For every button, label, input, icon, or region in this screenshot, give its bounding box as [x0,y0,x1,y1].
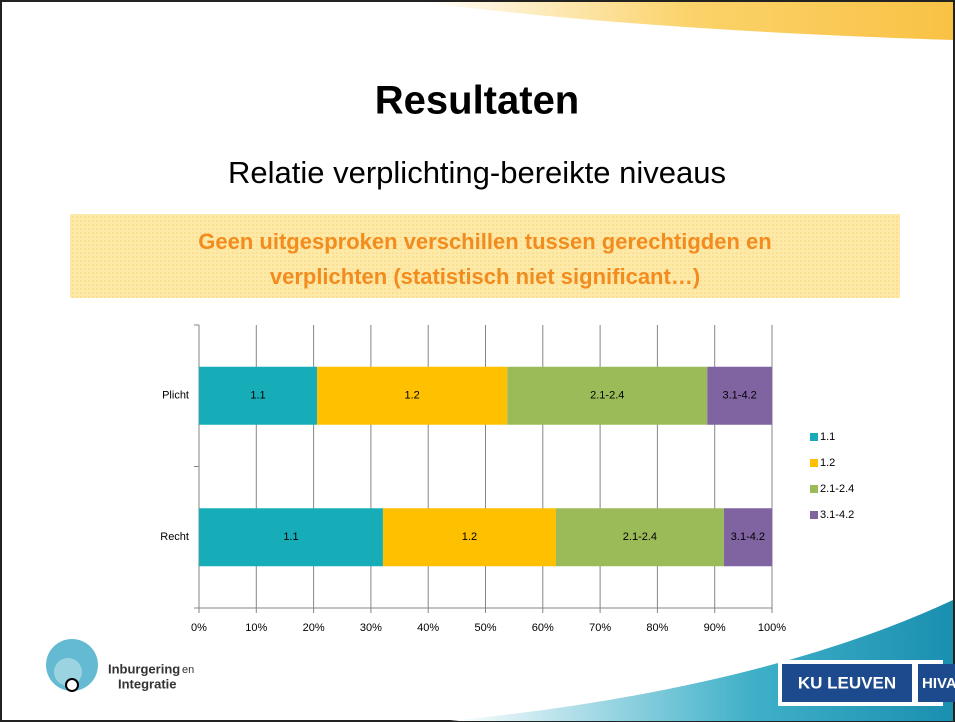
bar-segment [723,508,772,567]
logo-text: Integratie [118,676,177,691]
x-tick-label: 70% [589,622,611,634]
logo-left: Inburgering en Integratie [46,639,194,692]
legend-label: 3.1-4.2 [820,509,854,521]
callout-line: verplichten (statistisch niet significan… [270,264,700,289]
x-tick-label: 40% [417,622,439,634]
y-tick-label: Recht [160,531,189,543]
bar-segment [382,508,556,567]
top-decoration [420,2,953,40]
x-tick-label: 90% [704,622,726,634]
legend-swatch [810,459,818,467]
logo-text: KU LEUVEN [798,673,896,692]
y-tick-label: Plicht [162,390,189,402]
legend-label: 1.1 [820,431,835,443]
slide-subtitle: Relatie verplichting-bereikte niveaus [228,155,726,190]
bar-segment [707,366,772,425]
x-tick-label: 0% [191,622,207,634]
bar-label: 1.1 [283,531,298,543]
callout-box [70,214,900,298]
bar-segment [555,508,724,567]
x-tick-label: 80% [646,622,668,634]
bar-label: 2.1-2.4 [590,390,624,402]
bar-segment [199,366,318,425]
bar-label: 1.1 [250,390,265,402]
bar-segment [507,366,708,425]
logo-text: HIVA [922,675,955,692]
x-tick-label: 10% [245,622,267,634]
x-tick-label: 50% [474,622,496,634]
legend-swatch [810,511,818,519]
bar-label: 2.1-2.4 [623,531,657,543]
bar-label: 1.2 [405,390,420,402]
x-tick-label: 30% [360,622,382,634]
hiva-logo [918,664,955,702]
x-tick-label: 60% [532,622,554,634]
slide-title: Resultaten [375,79,580,123]
logo-text: Inburgering [108,661,180,676]
legend-swatch [810,485,818,493]
bar-label: 3.1-4.2 [731,531,765,543]
x-tick-label: 20% [303,622,325,634]
legend-label: 2.1-2.4 [820,483,854,495]
bar-segment [317,366,508,425]
chart: 0% 10% 20% 30% 40% 50% 60% 70% 80% 90% 100% Plicht 1… [160,324,854,634]
callout-line: Geen uitgesproken verschillen tussen ger… [198,229,771,254]
legend-swatch [810,433,818,441]
legend-label: 1.2 [820,457,835,469]
x-tick-label: 100% [758,622,786,634]
bar-label: 3.1-4.2 [723,390,757,402]
logo-text: en [182,664,194,676]
ku-leuven-logo [782,664,912,702]
bar-segment [199,508,383,567]
bar-label: 1.2 [462,531,477,543]
